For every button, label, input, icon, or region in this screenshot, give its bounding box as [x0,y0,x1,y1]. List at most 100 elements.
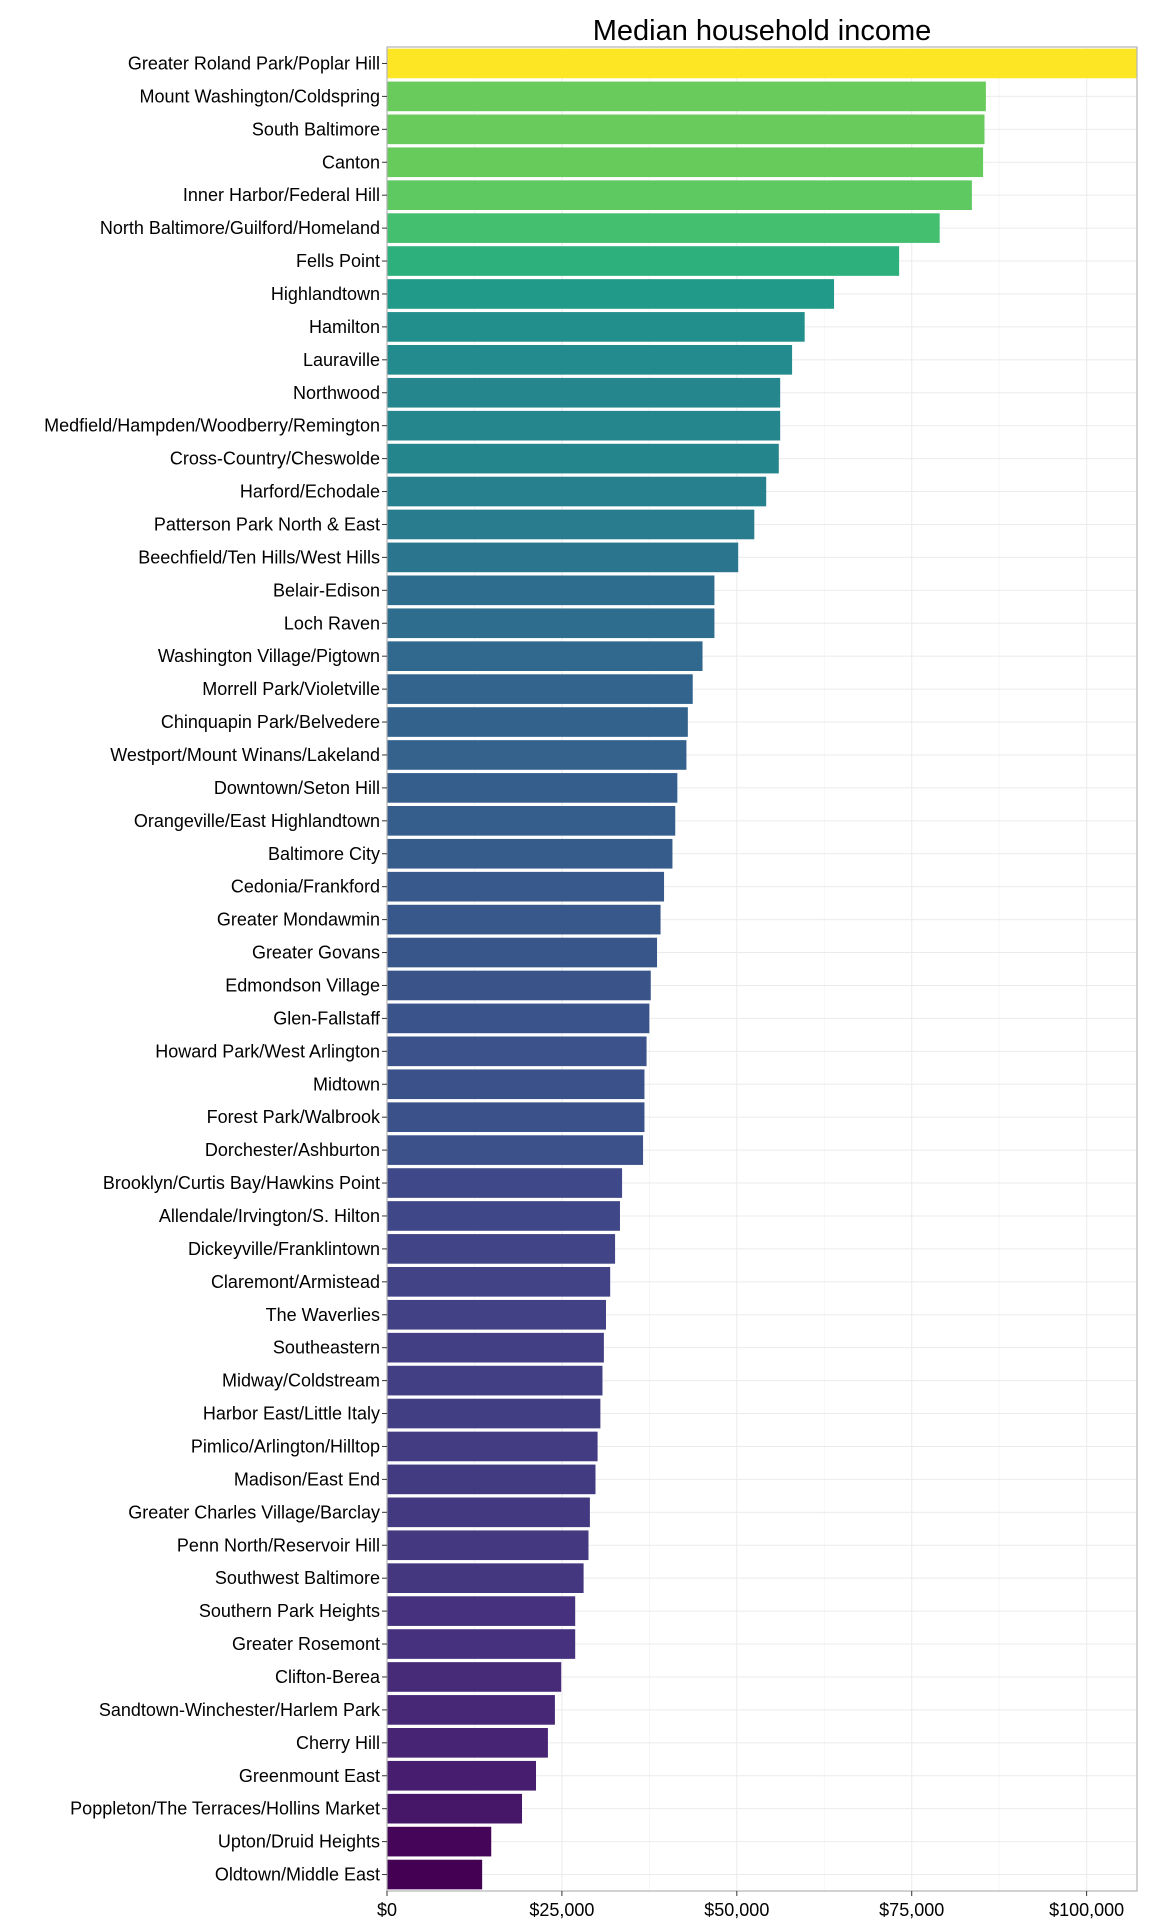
bar [387,312,805,342]
bar [387,1431,598,1462]
chart-title: Median household income [593,15,932,47]
y-tick-label: Allendale/Irvington/S. Hilton [159,1206,380,1226]
y-tick-label: Penn North/Reservoir Hill [177,1535,380,1555]
bar [387,345,793,375]
bar [387,641,703,671]
bar [387,246,900,276]
y-tick-label: Morrell Park/Violetville [202,679,380,699]
bar [387,48,1137,79]
bar [387,1826,492,1857]
y-tick-label: Beechfield/Ten Hills/West Hills [138,547,380,567]
y-tick-label: Pimlico/Arlington/Hilltop [191,1436,380,1456]
bar [387,213,940,243]
y-tick-label: Claremont/Armistead [211,1272,380,1292]
y-tick-label: Howard Park/West Arlington [155,1041,380,1061]
bar [387,1168,623,1198]
y-tick-label: Inner Harbor/Federal Hill [183,185,380,205]
bar [387,1497,590,1528]
bar [387,575,715,606]
bar [387,838,673,869]
y-tick-label: Loch Raven [284,613,380,633]
bar [387,1793,523,1824]
bar [387,608,715,639]
x-tick-label: $25,000 [529,1900,594,1920]
bar [387,476,767,507]
y-tick-label: Greater Rosemont [232,1634,380,1654]
y-tick-label: Fells Point [296,251,380,271]
plot-border [386,46,1138,1892]
y-tick-label: Southeastern [273,1338,380,1358]
y-tick-label: Greater Mondawmin [217,910,380,930]
bar [387,674,693,704]
bar [387,937,658,968]
y-tick-label: Belair-Edison [273,580,380,600]
bar [387,443,779,474]
bar [387,740,687,770]
y-tick-label: Poppleton/The Terraces/Hollins Market [70,1799,380,1819]
y-tick-label: Greenmount East [239,1766,380,1786]
bar [387,707,688,737]
y-tick-label: Madison/East End [234,1469,380,1489]
bar [387,1760,537,1791]
y-tick-label: Medfield/Hampden/Woodberry/Remington [44,416,380,436]
bar [387,871,665,902]
x-tick-label: $50,000 [704,1900,769,1920]
y-tick-label: Upton/Druid Heights [218,1832,380,1852]
y-tick-label: Dorchester/Ashburton [205,1140,380,1160]
y-axis-labels: Greater Roland Park/Poplar Hill Mount Was… [44,53,387,1885]
y-tick-label: Oldtown/Middle East [215,1865,380,1885]
y-tick-label: North Baltimore/Guilford/Homeland [100,218,380,238]
bar [387,1135,644,1165]
bar [387,1530,589,1561]
bar [387,279,835,309]
bar [387,114,985,145]
y-tick-label: Midway/Coldstream [222,1371,380,1391]
y-tick-label: The Waverlies [266,1305,380,1325]
y-tick-label: Dickeyville/Franklintown [188,1239,380,1259]
y-tick-label: Southwest Baltimore [215,1568,380,1588]
bar [387,1728,548,1758]
y-tick-label: Highlandtown [271,284,380,304]
bar [387,1464,596,1495]
bar [387,1596,576,1626]
bar [387,773,678,803]
y-tick-label: Patterson Park North & East [154,514,380,534]
y-tick-label: Hamilton [309,317,380,337]
bar [387,81,986,112]
y-tick-label: Cross-Country/Cheswolde [170,449,380,469]
y-tick-label: Harford/Echodale [240,482,380,502]
y-tick-label: Cherry Hill [296,1733,380,1753]
bar [387,1201,620,1231]
bar [387,1563,584,1593]
bar [387,1332,604,1363]
bar [387,806,676,836]
bar [387,1365,603,1396]
bar [387,180,972,210]
y-tick-label: Clifton-Berea [275,1667,381,1687]
bar [387,970,651,1001]
y-tick-label: Edmondson Village [225,975,380,995]
bar [387,1629,576,1659]
bar [387,1003,650,1034]
bar [387,377,781,408]
y-tick-label: Brooklyn/Curtis Bay/Hawkins Point [103,1173,380,1193]
bar [387,1267,611,1297]
bar [387,1069,645,1100]
y-tick-label: Greater Charles Village/Barclay [128,1502,380,1522]
y-tick-label: Harbor East/Little Italy [203,1404,380,1424]
y-tick-label: Sandtown-Winchester/Harlem Park [99,1700,381,1720]
bar [387,542,739,573]
y-tick-label: Greater Roland Park/Poplar Hill [128,53,380,73]
y-tick-label: Cedonia/Frankford [231,877,380,897]
y-tick-label: Glen-Fallstaff [273,1008,381,1028]
bar [387,1398,601,1429]
y-tick-label: Canton [322,152,380,172]
bars [387,48,1137,1890]
x-tick-label: $100,000 [1049,1900,1124,1920]
y-tick-label: Lauraville [303,350,380,370]
y-tick-label: Forest Park/Walbrook [207,1107,381,1127]
bar [387,1662,562,1692]
y-tick-label: Orangeville/East Highlandtown [134,811,380,831]
bar [387,904,661,935]
